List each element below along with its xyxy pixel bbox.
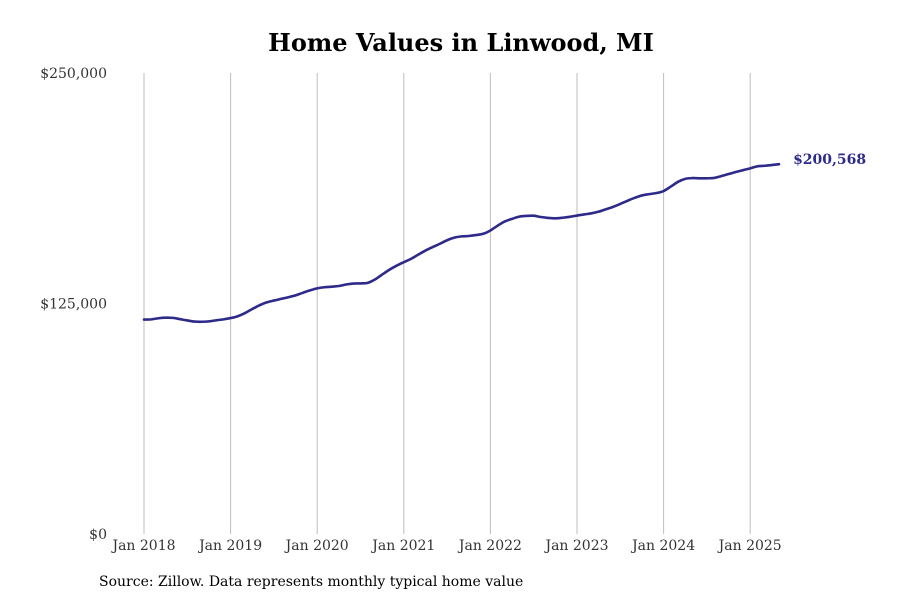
x-tick-label: Jan 2018 bbox=[110, 538, 175, 554]
y-tick-label: $0 bbox=[89, 527, 107, 543]
y-axis: $0 $125,000 $250,000 bbox=[40, 66, 107, 543]
y-tick-label: $250,000 bbox=[40, 66, 107, 82]
x-tick-label: Jan 2019 bbox=[197, 538, 262, 554]
x-tick-label: Jan 2022 bbox=[457, 538, 522, 554]
y-tick-label: $125,000 bbox=[40, 297, 107, 313]
end-labels: $200,568 bbox=[793, 152, 866, 168]
series-lines bbox=[142, 162, 781, 324]
source-note: Source: Zillow. Data represents monthly … bbox=[99, 574, 524, 590]
grid-lines bbox=[143, 73, 751, 534]
x-tick-label: Jan 2023 bbox=[543, 538, 608, 554]
x-tick-label: Jan 2021 bbox=[370, 538, 435, 554]
x-tick-label: Jan 2020 bbox=[284, 538, 349, 554]
end-value-label: $200,568 bbox=[793, 152, 866, 168]
x-axis: Jan 2018 Jan 2019 Jan 2020 Jan 2021 Jan 2022… bbox=[110, 538, 781, 554]
chart-title: Home Values in Linwood, MI bbox=[268, 28, 654, 57]
x-tick-label: Jan 2024 bbox=[630, 538, 695, 554]
x-tick-label: Jan 2025 bbox=[717, 538, 782, 554]
series-line-0 bbox=[142, 162, 781, 324]
